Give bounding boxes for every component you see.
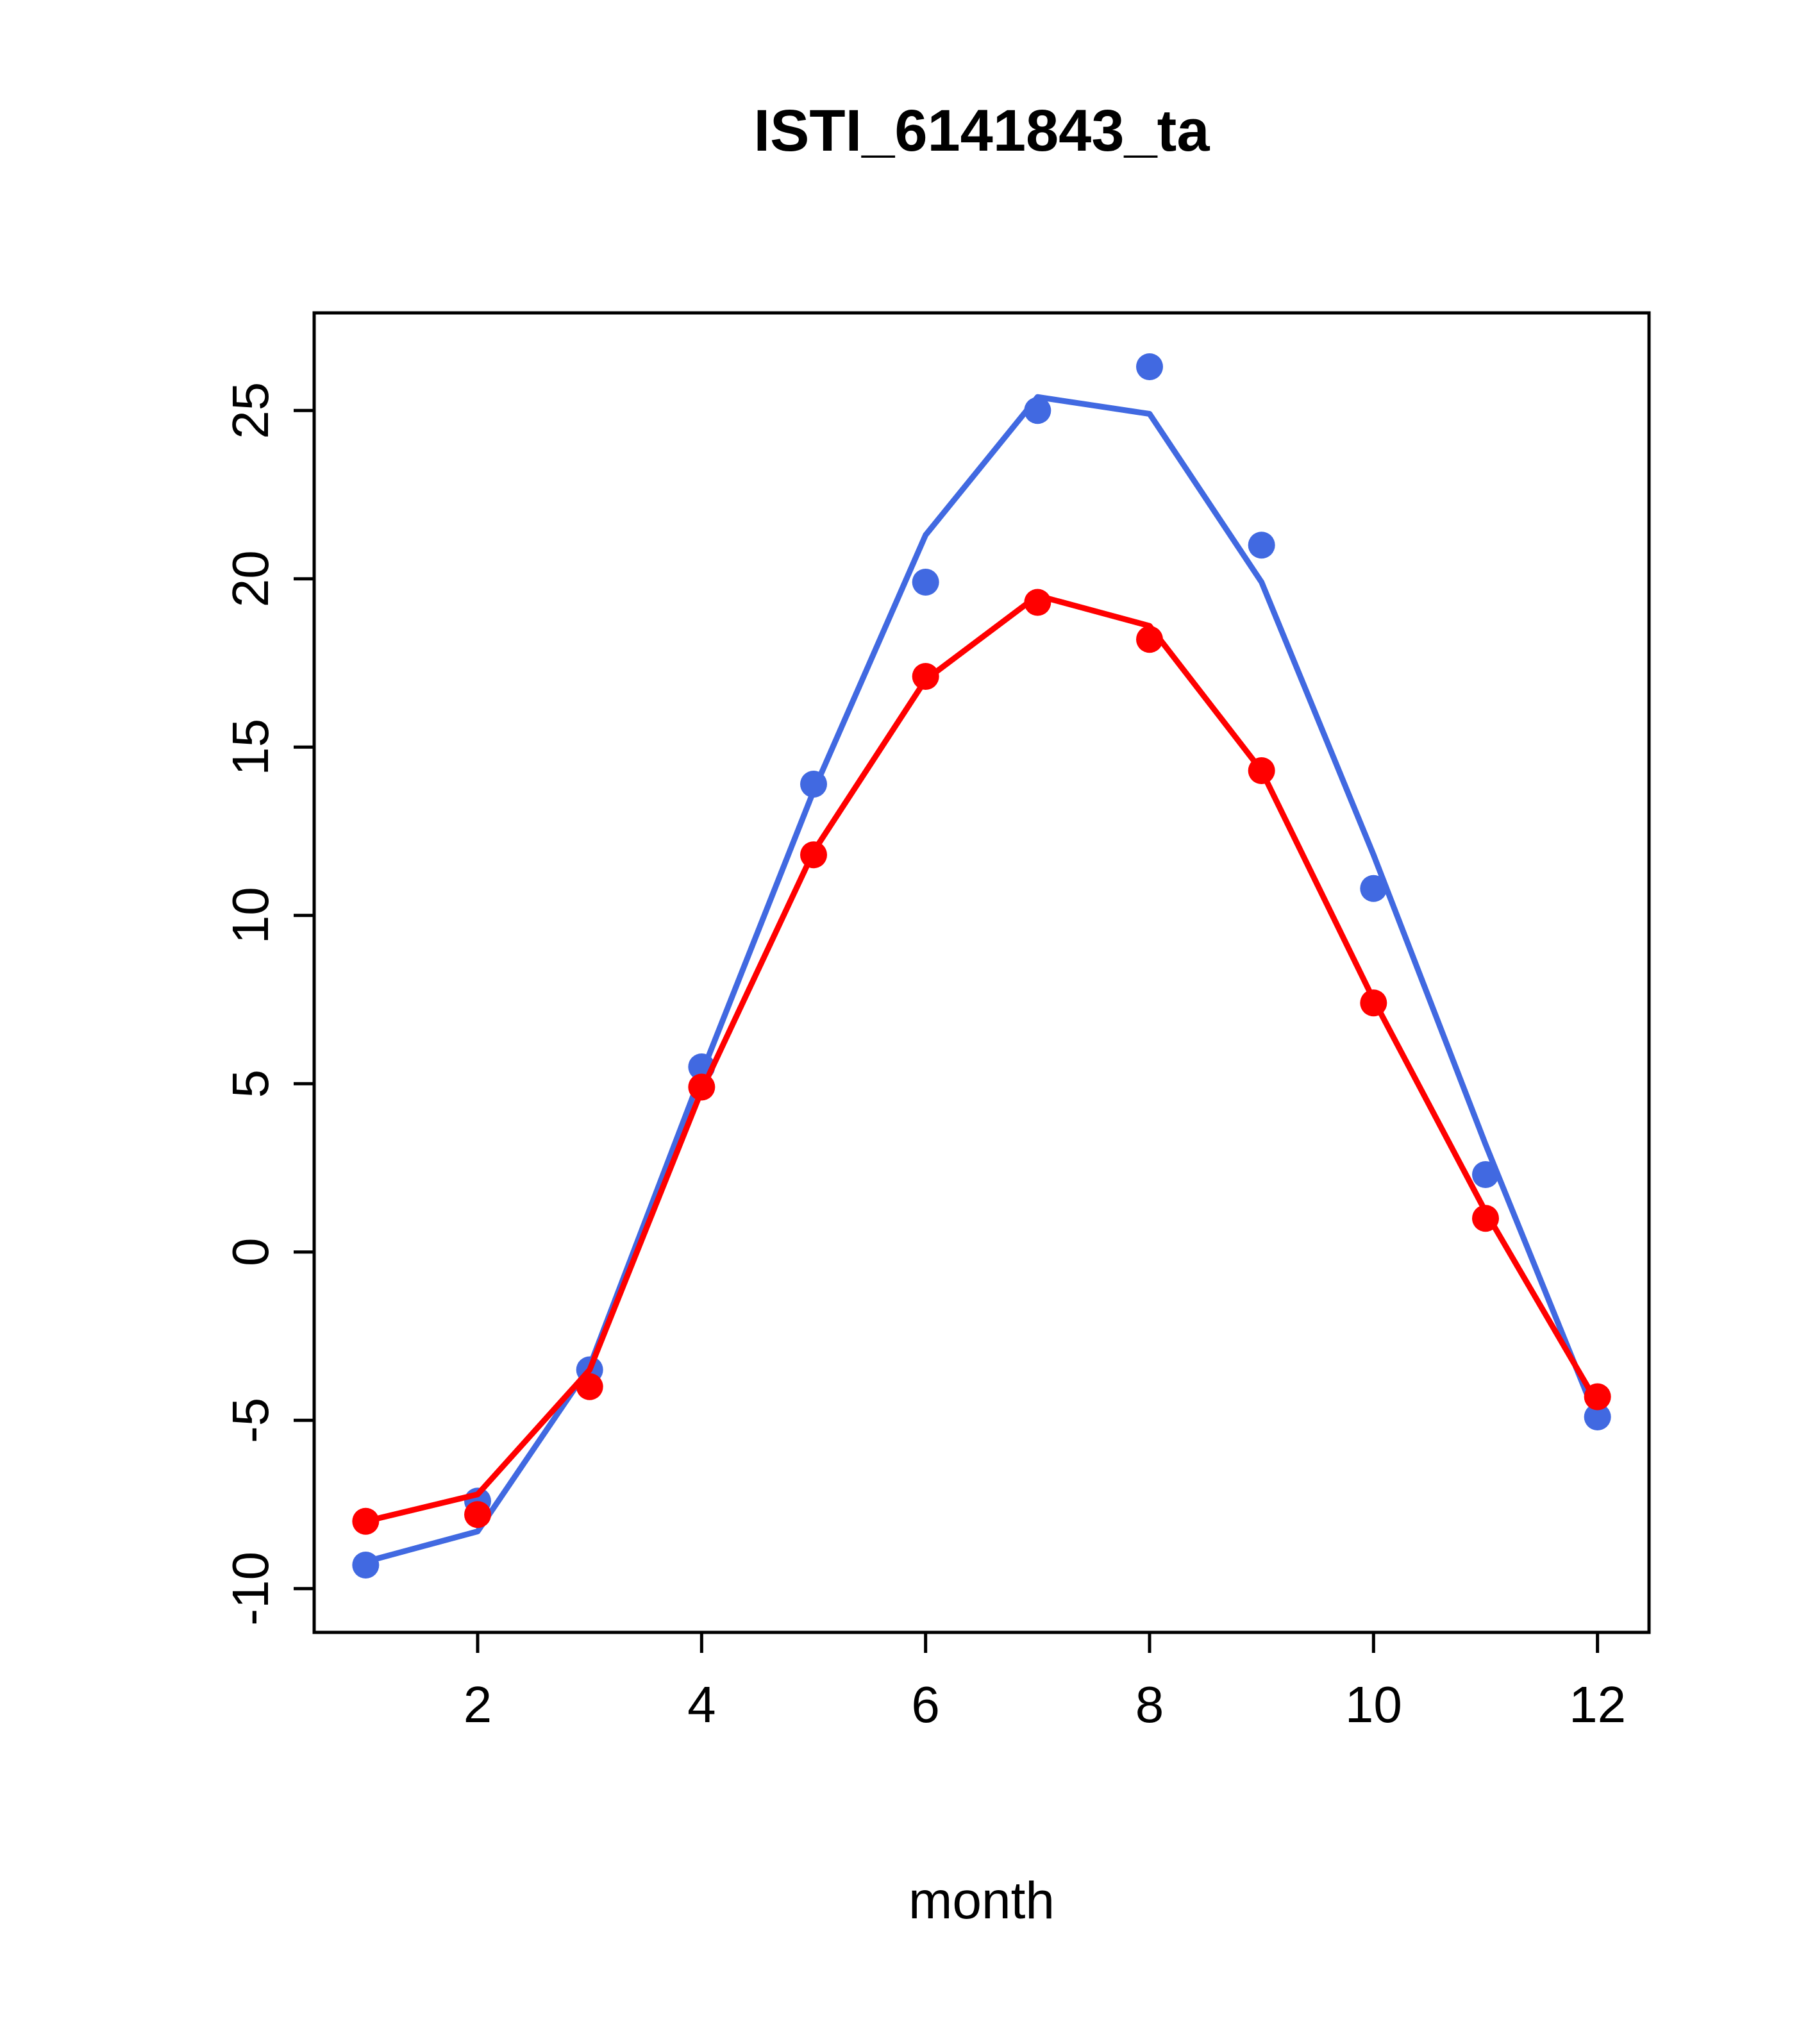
x-axis-title: month	[908, 1872, 1055, 1930]
blue-series-line	[362, 394, 1601, 1565]
blue-series-point	[1360, 875, 1387, 902]
blue-series-point	[1471, 1161, 1499, 1188]
y-axis-tick-label: -5	[222, 1398, 279, 1443]
blue-series-point	[800, 771, 828, 798]
x-axis-tick-label: 4	[687, 1676, 716, 1733]
blue-series-point	[1248, 532, 1275, 559]
y-axis-tick-label: 0	[222, 1238, 279, 1267]
x-axis-tick-label: 12	[1569, 1676, 1626, 1733]
x-axis-tick-label: 2	[464, 1676, 492, 1733]
blue-series-point	[352, 1552, 380, 1579]
y-axis-tick-label: 10	[222, 887, 279, 944]
red-series-point	[800, 841, 828, 869]
red-series-point	[1471, 1205, 1499, 1232]
red-series-point	[1024, 589, 1051, 616]
y-axis-tick-label: 5	[222, 1069, 279, 1098]
blue-series-point	[1024, 397, 1051, 424]
blue-series-point	[912, 569, 939, 596]
red-series-point	[352, 1507, 380, 1535]
x-axis-tick-label: 10	[1345, 1676, 1402, 1733]
y-axis-tick-label: 25	[222, 382, 279, 439]
red-series-point	[688, 1073, 716, 1101]
y-axis-tick-label: 20	[222, 550, 279, 607]
blue-series-point	[1135, 353, 1163, 380]
y-axis-tick-label: 15	[222, 719, 279, 776]
red-series-point	[464, 1501, 492, 1529]
red-series-point	[1248, 757, 1275, 784]
red-series-point	[1135, 626, 1163, 653]
red-series-point	[576, 1373, 603, 1400]
red-series-line	[362, 592, 1601, 1525]
red-series-point	[1584, 1383, 1611, 1411]
x-axis-tick-label: 6	[911, 1676, 940, 1733]
blue-series-point	[1584, 1403, 1611, 1430]
plot-border	[312, 311, 1651, 1634]
red-series-point	[912, 663, 939, 690]
chart-title: ISTI_6141843_ta	[753, 98, 1210, 163]
x-axis-tick-label: 8	[1135, 1676, 1164, 1733]
y-axis-tick-label: -10	[222, 1552, 279, 1626]
red-series-point	[1360, 989, 1387, 1017]
